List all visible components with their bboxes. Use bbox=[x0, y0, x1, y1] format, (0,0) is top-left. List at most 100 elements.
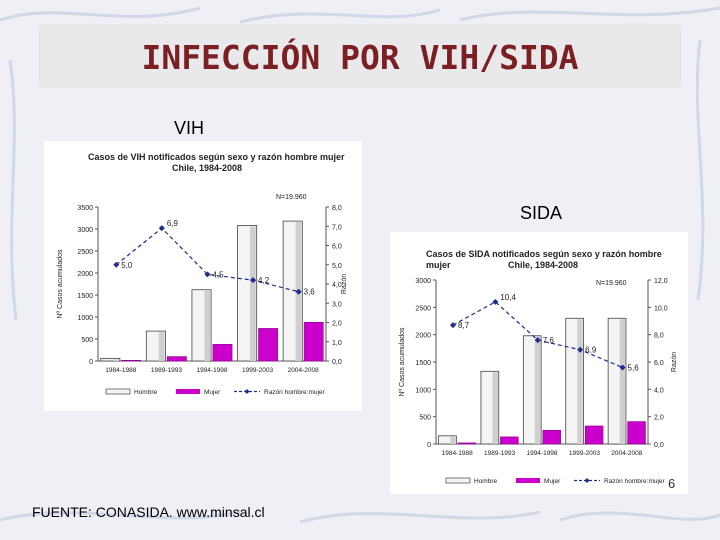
sida-ratio-label: 6,9 bbox=[585, 346, 597, 355]
vih-category-label: 1999-2003 bbox=[242, 367, 273, 374]
vih-y2label: Razón bbox=[341, 274, 348, 294]
vih-bar-mujer bbox=[258, 328, 278, 362]
vih-ytick-label: 0 bbox=[89, 359, 93, 366]
sida-legend-label: Razón hombre:mujer bbox=[604, 478, 666, 485]
vih-ratio-label: 5,0 bbox=[121, 261, 133, 270]
vih-ratio-point bbox=[158, 225, 165, 232]
sida-ratio-point bbox=[449, 322, 456, 329]
vih-chart-panel: Casos de VIH notificados según sexo y ra… bbox=[44, 141, 362, 411]
source-footnote: FUENTE: CONASIDA. www.minsal.cl bbox=[32, 504, 265, 520]
sida-chart-panel: Casos de SIDA notificados según sexo y r… bbox=[390, 232, 688, 494]
vih-bar-hombre-shade bbox=[113, 359, 119, 361]
sida-label: SIDA bbox=[520, 203, 563, 223]
vih-ytick-label: 3500 bbox=[77, 205, 93, 212]
vih-bar-mujer bbox=[303, 321, 324, 362]
vih-ratio-line bbox=[115, 227, 299, 293]
vih-category-label: 1989-1993 bbox=[151, 367, 182, 374]
vih-ylabel: Nº Casos acumulados bbox=[57, 249, 64, 319]
sida-y2tick-label: 0,0 bbox=[654, 442, 664, 449]
sida-chart: 0 500 1000 1500 2000 2500 3000 0,0 2,0 4,0 6,0 8,0 1… bbox=[399, 278, 678, 485]
vih-chart: 0 500 1000 1500 2000 2500 3000 3500 0,0 1,0 2,0 3,0… bbox=[57, 194, 348, 396]
sida-bar-mujer bbox=[500, 436, 519, 445]
vih-bar-mujer bbox=[212, 343, 233, 362]
vih-ratio-point bbox=[295, 288, 302, 295]
vih-ratio-point bbox=[250, 277, 257, 284]
vih-legend-swatch-hombre bbox=[105, 388, 131, 395]
sida-category-label: 1994-1998 bbox=[526, 450, 557, 457]
vih-y2tick-label: 7,0 bbox=[332, 224, 342, 231]
vih-y2tick-label: 4,0 bbox=[332, 282, 342, 289]
sida-y2label: Razón bbox=[671, 352, 678, 372]
vih-y2tick-label: 5,0 bbox=[332, 263, 342, 270]
sida-bar-mujer bbox=[627, 421, 646, 445]
vih-y2tick-label: 3,0 bbox=[332, 301, 342, 308]
vih-ytick-label: 500 bbox=[81, 337, 93, 344]
vih-bar-hombre bbox=[100, 357, 121, 362]
sida-ytick-label: 1500 bbox=[415, 360, 431, 367]
sida-bar-hombre-shade bbox=[577, 319, 583, 444]
vih-ratio-label: 4,2 bbox=[258, 276, 270, 285]
vih-ratio-label: 3,6 bbox=[304, 288, 316, 297]
vih-legend-swatch-mujer bbox=[176, 389, 200, 394]
sida-ytick-label: 1000 bbox=[415, 387, 431, 394]
sida-ytick-label: 2500 bbox=[415, 305, 431, 312]
vih-legend-label: Mujer bbox=[204, 389, 221, 396]
sida-chart-title: Casos de SIDA notificados según sexo y r… bbox=[426, 249, 662, 270]
vih-y2tick-label: 0,0 bbox=[332, 359, 342, 366]
sida-legend-swatch-hombre bbox=[445, 477, 471, 484]
sida-chart-subtitle: Chile, 1984-2008 bbox=[508, 260, 579, 270]
sida-ratio-point bbox=[619, 364, 626, 371]
sida-bar-hombre-shade bbox=[450, 436, 456, 444]
sida-bar-hombre bbox=[438, 435, 457, 445]
vih-chart-title: Casos de VIH notificados según sexo y ra… bbox=[88, 152, 345, 162]
sida-bar-hombre-shade bbox=[619, 319, 626, 444]
sida-ytick-label: 2000 bbox=[415, 333, 431, 340]
sida-category-label: 2004-2008 bbox=[611, 450, 642, 457]
vih-y2tick-label: 2,0 bbox=[332, 321, 342, 328]
sida-category-label: 1984-1988 bbox=[442, 450, 473, 457]
sida-y2tick-label: 10,0 bbox=[654, 305, 668, 312]
vih-y2tick-label: 6,0 bbox=[332, 244, 342, 251]
vih-ytick-label: 2500 bbox=[77, 249, 93, 256]
sida-bar-hombre-shade bbox=[492, 372, 498, 444]
sida-ytick-label: 500 bbox=[419, 415, 431, 422]
vih-bar-hombre-shade bbox=[204, 290, 211, 361]
sida-y2tick-label: 8,0 bbox=[654, 333, 664, 340]
sida-bar-hombre-shade bbox=[534, 336, 541, 444]
sida-category-label: 1999-2003 bbox=[569, 450, 600, 457]
sida-n-label: N=19.960 bbox=[596, 280, 627, 287]
sida-legend-marker-ratio bbox=[584, 478, 590, 483]
sida-ratio-point bbox=[577, 346, 584, 353]
vih-ratio-point bbox=[113, 261, 120, 268]
sida-ytick-label: 0 bbox=[427, 442, 431, 449]
vih-legend-label: Razón hombre:mujer bbox=[264, 389, 326, 396]
sida-ytick-label: 3000 bbox=[415, 278, 431, 285]
title-banner bbox=[40, 26, 680, 86]
vih-label: VIH bbox=[174, 118, 205, 138]
sida-ratio-label: 5,6 bbox=[628, 363, 640, 372]
vih-legend-label: Hombre bbox=[134, 389, 158, 396]
sida-bar-mujer bbox=[457, 442, 477, 445]
vih-ytick-label: 3000 bbox=[77, 227, 93, 234]
sida-ratio-label: 10,4 bbox=[500, 293, 516, 302]
vih-ratio-label: 6,9 bbox=[167, 219, 179, 228]
sida-y2tick-label: 6,0 bbox=[654, 360, 664, 367]
slide-title: INFECCIÓN POR VIH/SIDA bbox=[141, 38, 579, 77]
sida-bar-mujer bbox=[584, 425, 604, 445]
sida-ratio-point bbox=[492, 298, 499, 305]
vih-y2tick-label: 8,0 bbox=[332, 205, 342, 212]
sida-y2tick-label: 2,0 bbox=[654, 415, 664, 422]
vih-ytick-label: 1000 bbox=[77, 315, 93, 322]
vih-legend-marker-ratio bbox=[244, 389, 250, 394]
sida-legend-label: Mujer bbox=[544, 478, 561, 485]
vih-bar-mujer bbox=[167, 356, 187, 362]
vih-y2tick-label: 1,0 bbox=[332, 340, 342, 347]
vih-category-label: 1984-1988 bbox=[105, 367, 136, 374]
sida-ratio-label: 8,7 bbox=[458, 321, 470, 330]
sida-y2tick-label: 12,0 bbox=[654, 278, 668, 285]
vih-ratio-point bbox=[204, 271, 211, 278]
vih-ytick-label: 2000 bbox=[77, 271, 93, 278]
sida-bar-mujer bbox=[542, 430, 561, 445]
vih-bar-hombre-shade bbox=[249, 226, 256, 361]
